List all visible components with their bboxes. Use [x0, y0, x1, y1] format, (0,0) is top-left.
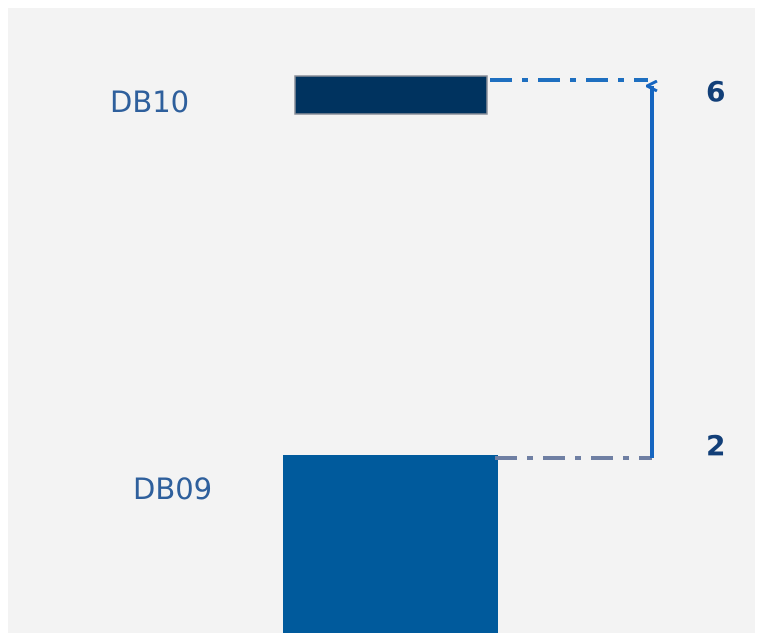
label: DB10	[110, 85, 189, 119]
value-label: 6	[706, 75, 725, 108]
bar-db10	[294, 75, 488, 115]
value-label: 2	[706, 429, 725, 462]
label: DB09	[133, 472, 212, 506]
bar-db09	[283, 455, 498, 633]
